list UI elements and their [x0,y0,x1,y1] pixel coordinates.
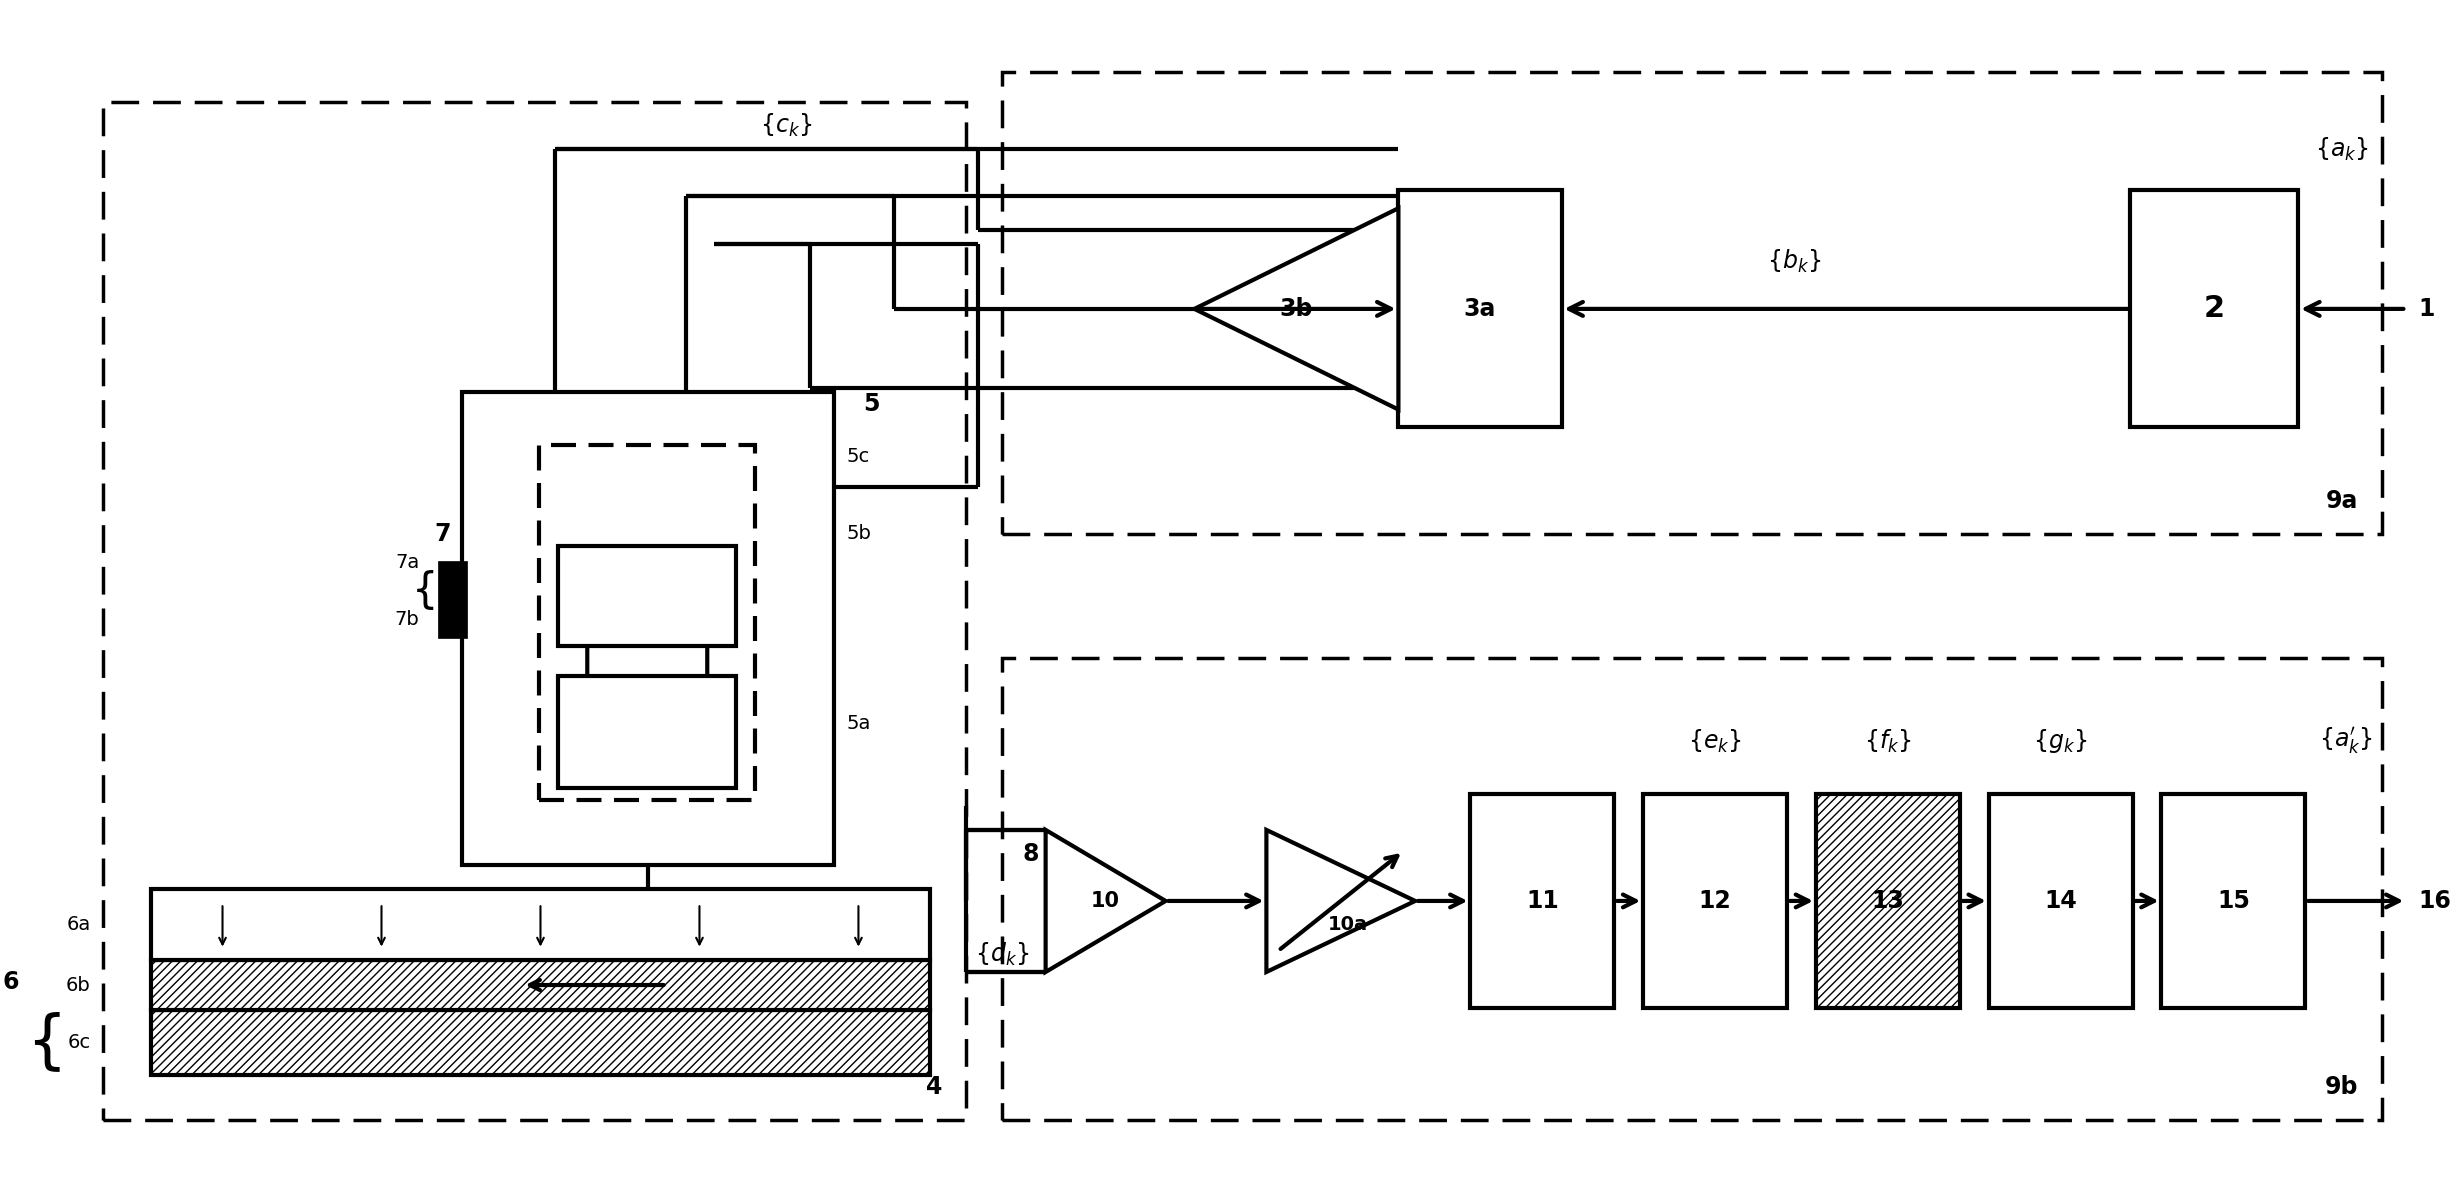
Text: 2: 2 [2204,295,2224,323]
Bar [150,1010,931,1075]
Bar [150,960,931,1010]
Text: $\{f_k\}$: $\{f_k\}$ [1864,727,1911,755]
Bar [2163,794,2305,1008]
Bar [438,561,468,639]
Text: 12: 12 [1699,889,1731,913]
Text: 1: 1 [2419,297,2433,321]
Text: 15: 15 [2217,889,2249,913]
Text: 7: 7 [433,522,451,546]
Text: 6a: 6a [67,915,91,934]
Polygon shape [1266,830,1416,972]
Text: 6c: 6c [67,1033,91,1052]
Bar [1470,794,1613,1008]
Bar [539,446,756,800]
Text: 14: 14 [2044,889,2076,913]
Text: 8: 8 [1022,841,1039,866]
Text: 11: 11 [1527,889,1559,913]
Bar [2130,190,2298,428]
Text: 7b: 7b [394,610,419,629]
Text: 5b: 5b [847,525,872,544]
Bar [559,546,736,647]
Text: $\{b_k\}$: $\{b_k\}$ [1766,248,1823,276]
Text: 16: 16 [2419,889,2451,913]
Bar [559,676,736,788]
Text: {: { [27,1011,67,1073]
Text: 4: 4 [926,1075,943,1099]
Text: 10: 10 [1091,891,1121,910]
Bar [103,102,965,1120]
Polygon shape [1195,208,1399,410]
Text: 10a: 10a [1328,915,1367,934]
Text: $\{g_k\}$: $\{g_k\}$ [2034,727,2089,755]
Text: $\{d_k\}$: $\{d_k\}$ [975,940,1030,968]
Bar [1002,72,2382,534]
Bar [1643,794,1788,1008]
Text: 9a: 9a [2325,489,2357,513]
Text: 6b: 6b [67,975,91,994]
Bar [1399,190,1562,428]
Text: 5c: 5c [847,447,869,466]
Polygon shape [1047,830,1165,972]
Text: 3a: 3a [1463,297,1495,321]
Text: 9b: 9b [2325,1075,2357,1099]
Bar [150,889,931,960]
Text: 6: 6 [2,970,20,994]
Text: $\{a_k'\}$: $\{a_k'\}$ [2320,726,2374,756]
Text: $\{e_k\}$: $\{e_k\}$ [1687,727,1741,755]
Bar [463,392,835,865]
Text: 5a: 5a [847,714,872,733]
Text: 7a: 7a [394,552,419,571]
Text: 3b: 3b [1281,297,1313,321]
Text: 5: 5 [862,392,879,416]
Bar [1815,794,1961,1008]
Bar [1988,794,2133,1008]
Bar [1002,658,2382,1120]
Text: {: { [411,570,438,612]
Text: 13: 13 [1872,889,1904,913]
Text: $\{c_k\}$: $\{c_k\}$ [761,111,813,139]
Text: $\{a_k\}$: $\{a_k\}$ [2315,135,2369,163]
